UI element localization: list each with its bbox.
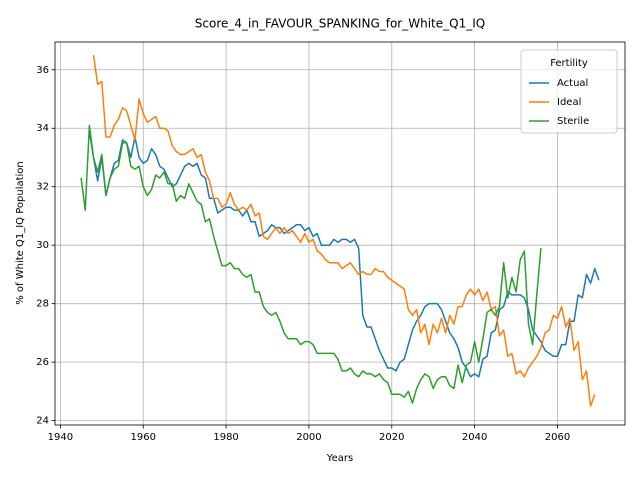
chart-title: Score_4_in_FAVOUR_SPANKING_for_White_Q1_… [195,17,485,31]
line-series [80,124,542,404]
y-tick-label: 34 [36,123,49,134]
x-tick-label: 2060 [545,432,570,443]
x-tick-label: 2000 [296,432,321,443]
legend-box [520,49,618,134]
y-tick-label: 32 [36,182,49,193]
y-tick-label: 26 [36,357,49,368]
x-axis-label: Years [326,453,353,464]
line-series [88,131,600,378]
legend-title: Fertility [550,58,588,69]
x-tick-label: 2040 [462,432,487,443]
y-tick-label: 28 [36,299,49,310]
plot-frame [54,41,626,426]
y-tick-label: 30 [36,240,49,251]
y-axis-label: % of White Q1_IQ Population [15,161,26,305]
legend: Fertility Actual Ideal Sterile [520,49,618,134]
legend-label: Sterile [557,116,589,127]
x-tick-label: 1960 [131,432,156,443]
x-tick-label: 1980 [213,432,238,443]
y-tick-label: 36 [36,65,49,76]
y-tick-label: 24 [36,416,49,427]
legend-label: Ideal [557,97,581,108]
x-tick-label: 1940 [48,432,73,443]
x-tick-label: 2020 [379,432,404,443]
legend-label: Actual [557,78,588,89]
line-series [92,55,596,407]
